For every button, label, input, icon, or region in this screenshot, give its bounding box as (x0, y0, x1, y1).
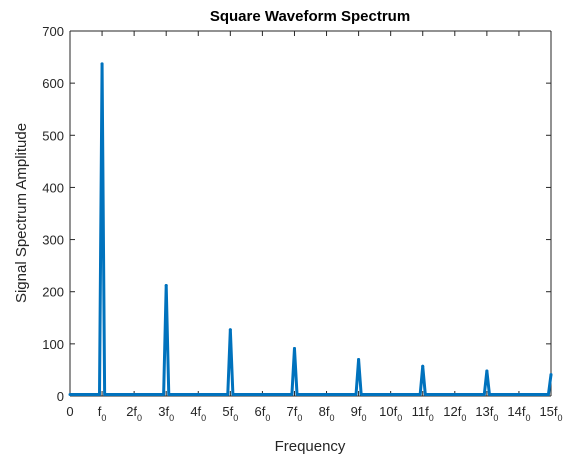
x-tick-label-base: 0 (66, 404, 73, 419)
spectrum-peak-point (421, 364, 425, 368)
x-axis-label: Frequency (275, 438, 346, 455)
x-tick-label-base: 12f (443, 404, 461, 419)
y-tick-label: 700 (42, 24, 64, 39)
x-tick-label: 14f0 (507, 404, 530, 423)
x-tick-label-base: 8f (319, 404, 330, 419)
x-tick-label-base: 10f (379, 404, 397, 419)
x-tick-label-base: 13f (475, 404, 493, 419)
y-tick-label: 100 (42, 337, 64, 352)
x-tick-label-subscript: 0 (233, 413, 238, 423)
x-tick-label-base: 2f (126, 404, 137, 419)
spectrum-peak-point (485, 369, 489, 373)
x-tick-label-base: 14f (507, 404, 525, 419)
x-tick-label: 13f0 (475, 404, 498, 423)
x-tick-label-subscript: 0 (525, 413, 530, 423)
x-tick-label-base: 3f (158, 404, 169, 419)
x-tick-label: 2f0 (126, 404, 142, 423)
x-tick-label: 12f0 (443, 404, 466, 423)
x-tick-label: 4f0 (190, 404, 206, 423)
x-tick-label-subscript: 0 (101, 413, 106, 423)
x-tick-label-subscript: 0 (169, 413, 174, 423)
x-tick-label-base: 11f (412, 404, 429, 419)
spectrum-peak-point (228, 328, 232, 332)
y-tick-label: 300 (42, 233, 64, 248)
x-tick-label-subscript: 0 (461, 413, 466, 423)
y-tick-label: 0 (57, 389, 64, 404)
x-tick-label-base: 5f (222, 404, 233, 419)
x-tick-label-subscript: 0 (265, 413, 270, 423)
chart-title: Square Waveform Spectrum (210, 8, 410, 25)
x-tick-label: 10f0 (379, 404, 402, 423)
x-tick-label: 5f0 (222, 404, 238, 423)
spectrum-peak-point (292, 347, 296, 351)
x-tick-label-base: 9f (351, 404, 362, 419)
x-tick-label-base: 15f (539, 404, 557, 419)
x-tick-label-subscript: 0 (493, 413, 498, 423)
x-tick-label: 15f0 (539, 404, 562, 423)
x-tick-label-base: f (98, 404, 102, 419)
spectrum-peak-point (357, 358, 361, 361)
y-axis-label: Signal Spectrum Amplitude (13, 123, 30, 303)
x-axis-ticks: 0 f0 2f0 3f0 4f0 5f0 6f0 7f0 8f0 9f0 10f0 11f0 12f0 1… (66, 31, 563, 423)
series-layer (68, 62, 553, 396)
x-tick-label: 11f0 (412, 404, 434, 423)
y-tick-label: 200 (42, 285, 64, 300)
x-tick-label: 7f0 (287, 404, 303, 423)
x-tick-label: 3f0 (158, 404, 174, 423)
y-tick-label: 500 (42, 128, 64, 143)
spectrum-peak-point (100, 62, 104, 66)
x-tick-label-base: 4f (190, 404, 201, 419)
x-tick-label-subscript: 0 (429, 413, 434, 423)
x-tick-label-subscript: 0 (397, 413, 402, 423)
y-tick-label: 600 (42, 76, 64, 91)
x-tick-label-subscript: 0 (201, 413, 206, 423)
x-tick-label-subscript: 0 (329, 413, 334, 423)
x-tick-label-base: 7f (287, 404, 298, 419)
x-tick-label-subscript: 0 (137, 413, 142, 423)
y-tick-label: 400 (42, 180, 64, 195)
x-tick-label-subscript: 0 (362, 413, 367, 423)
y-axis-ticks: 0 100 200 300 400 500 600 700 (42, 24, 551, 404)
spectrum-peak-point (549, 373, 553, 377)
plot-axes (69, 30, 552, 397)
x-tick-label: 9f0 (351, 404, 367, 423)
x-tick-label: 0 (66, 404, 73, 419)
spectrum-peak-point (164, 283, 168, 287)
x-tick-label-base: 6f (254, 404, 265, 419)
x-tick-label-subscript: 0 (558, 413, 563, 423)
spectrum-line (68, 62, 553, 396)
x-tick-label: 8f0 (319, 404, 335, 423)
x-tick-label: 6f0 (254, 404, 270, 423)
x-tick-label-subscript: 0 (297, 413, 302, 423)
x-tick-label: f0 (98, 404, 107, 423)
